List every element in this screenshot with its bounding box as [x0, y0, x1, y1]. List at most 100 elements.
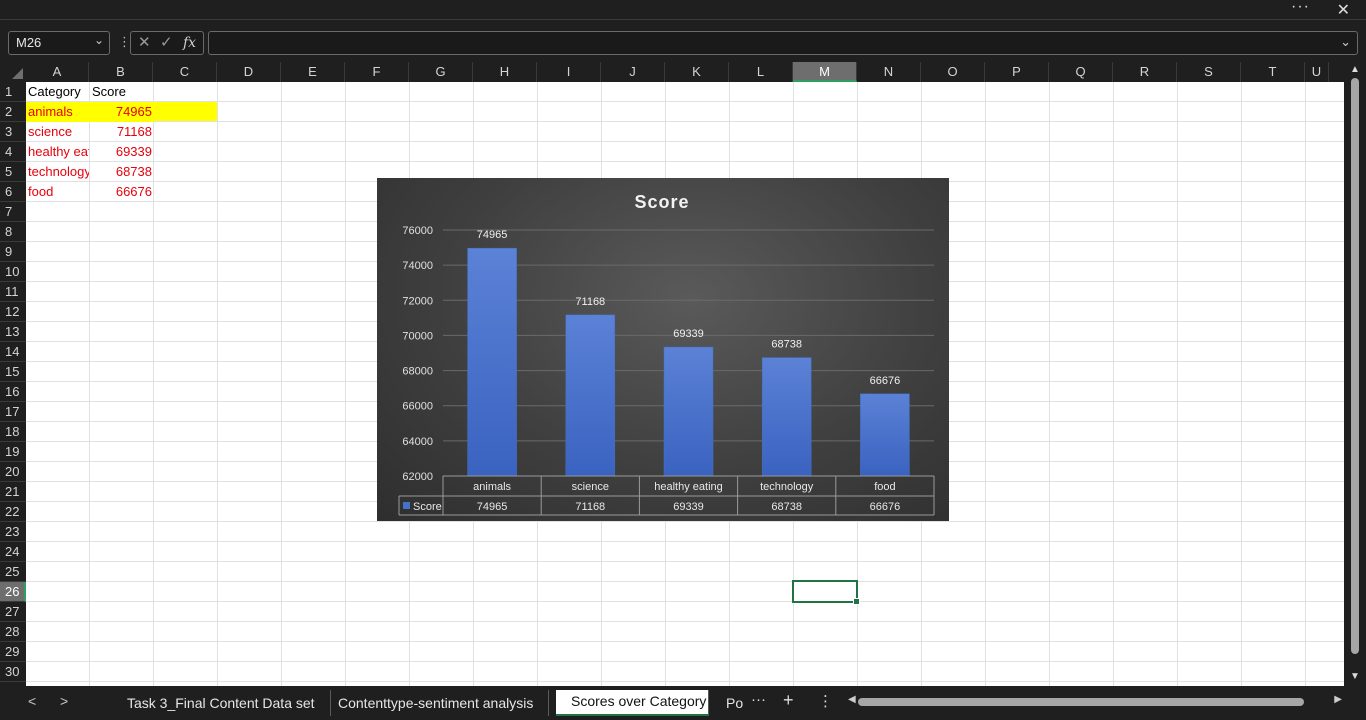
x-category-label: healthy eating: [654, 481, 723, 493]
cell-b3[interactable]: 71168: [116, 124, 152, 139]
column-header-e[interactable]: E: [281, 62, 345, 82]
row-header-1[interactable]: 1: [0, 82, 26, 102]
column-header-a[interactable]: A: [26, 62, 89, 82]
row-header-7[interactable]: 7: [0, 202, 26, 222]
tab-po[interactable]: Po: [726, 695, 744, 711]
row-header-10[interactable]: 10: [0, 262, 26, 282]
column-header-j[interactable]: J: [601, 62, 665, 82]
chevron-down-icon[interactable]: ⌄: [93, 33, 104, 47]
column-header-h[interactable]: H: [473, 62, 537, 82]
column-header-u[interactable]: U: [1305, 62, 1329, 82]
check-icon[interactable]: ✓: [160, 34, 173, 51]
row-header-8[interactable]: 8: [0, 222, 26, 242]
column-header-c[interactable]: C: [153, 62, 217, 82]
row-header-30[interactable]: 30: [0, 662, 26, 682]
column-header-d[interactable]: D: [217, 62, 281, 82]
cell-a4[interactable]: healthy eating: [28, 144, 89, 159]
row-header-15[interactable]: 15: [0, 362, 26, 382]
column-header-o[interactable]: O: [921, 62, 985, 82]
scroll-right-icon[interactable]: ▶: [1334, 694, 1342, 705]
cell-b4[interactable]: 69339: [115, 144, 152, 159]
cell-a6[interactable]: food: [28, 184, 54, 199]
scroll-left-icon[interactable]: ◀: [848, 694, 856, 705]
row-header-2[interactable]: 2: [0, 102, 26, 122]
row-header-23[interactable]: 23: [0, 522, 26, 542]
close-icon[interactable]: ✕: [1336, 2, 1350, 19]
insert-function-icon[interactable]: fx: [183, 35, 197, 51]
scroll-down-icon[interactable]: ▼: [1350, 671, 1360, 682]
horizontal-scroll-thumb[interactable]: [858, 698, 1304, 706]
column-header-l[interactable]: L: [729, 62, 793, 82]
cell-c2[interactable]: [154, 102, 217, 121]
vertical-scrollbar[interactable]: ▲ ▼: [1344, 62, 1366, 686]
data-label: 66676: [870, 375, 901, 387]
column-header-m[interactable]: M: [793, 62, 857, 82]
row-header-13[interactable]: 13: [0, 322, 26, 342]
row-header-24[interactable]: 24: [0, 542, 26, 562]
more-options-icon[interactable]: ···: [1291, 0, 1310, 15]
row-header-18[interactable]: 18: [0, 422, 26, 442]
cell-a1[interactable]: Category: [28, 84, 81, 99]
tab-task3-final-content[interactable]: Task 3_Final Content Data set: [112, 690, 331, 716]
cell-b2[interactable]: 74965: [90, 102, 154, 122]
vertical-scroll-thumb[interactable]: [1351, 78, 1359, 654]
more-sheets-icon[interactable]: ···: [751, 691, 766, 708]
row-header-20[interactable]: 20: [0, 462, 26, 482]
row-header-22[interactable]: 22: [0, 502, 26, 522]
column-header-n[interactable]: N: [857, 62, 921, 82]
selected-cell-m26[interactable]: [792, 580, 860, 605]
row-header-27[interactable]: 27: [0, 602, 26, 622]
column-header-s[interactable]: S: [1177, 62, 1241, 82]
x-category-label: animals: [473, 481, 511, 493]
sheet-options-icon[interactable]: ⋮: [818, 693, 833, 710]
formula-input[interactable]: ⌄: [208, 31, 1358, 55]
row-header-14[interactable]: 14: [0, 342, 26, 362]
name-box[interactable]: M26 ⌄: [8, 31, 110, 55]
cell-a2[interactable]: animals: [26, 102, 90, 122]
row-header-26[interactable]: 26: [0, 582, 26, 602]
cell-b1[interactable]: Score: [92, 84, 126, 99]
score-chart[interactable]: Score 62000 64000 66000 68000 70000 72000 74000…: [377, 178, 949, 521]
column-header-r[interactable]: R: [1113, 62, 1177, 82]
row-header-9[interactable]: 9: [0, 242, 26, 262]
column-header-f[interactable]: F: [345, 62, 409, 82]
table-value: 68738: [771, 501, 802, 513]
column-header-i[interactable]: I: [537, 62, 601, 82]
add-sheet-icon[interactable]: +: [783, 690, 794, 710]
row-header-28[interactable]: 28: [0, 622, 26, 642]
row-header-21[interactable]: 21: [0, 482, 26, 502]
row-header-17[interactable]: 17: [0, 402, 26, 422]
row-header-25[interactable]: 25: [0, 562, 26, 582]
cell-b6[interactable]: 66676: [115, 184, 152, 199]
column-header-b[interactable]: B: [89, 62, 153, 82]
cell-a3[interactable]: science: [28, 124, 73, 139]
scroll-up-icon[interactable]: ▲: [1350, 64, 1360, 75]
row-header-16[interactable]: 16: [0, 382, 26, 402]
cell-a5[interactable]: technology: [28, 164, 89, 179]
chart-canvas: Score 62000 64000 66000 68000 70000 72000 74000…: [398, 192, 935, 516]
row-header-6[interactable]: 6: [0, 182, 26, 202]
vertical-dots-icon[interactable]: ⋮: [118, 34, 131, 49]
column-header-q[interactable]: Q: [1049, 62, 1113, 82]
previous-sheet-icon[interactable]: <: [28, 693, 37, 709]
column-header-t[interactable]: T: [1241, 62, 1305, 82]
tab-contenttype-sentiment[interactable]: Contenttype-sentiment analysis: [323, 690, 550, 716]
row-header-19[interactable]: 19: [0, 442, 26, 462]
row-header-29[interactable]: 29: [0, 642, 26, 662]
legend-series-name: Score: [413, 501, 442, 513]
cell-b5[interactable]: 68738: [115, 164, 152, 179]
column-header-k[interactable]: K: [665, 62, 729, 82]
row-header-4[interactable]: 4: [0, 142, 26, 162]
next-sheet-icon[interactable]: >: [60, 693, 69, 709]
expand-formula-bar-icon[interactable]: ⌄: [1340, 34, 1351, 49]
select-all-button[interactable]: [0, 62, 26, 82]
row-header-12[interactable]: 12: [0, 302, 26, 322]
column-header-g[interactable]: G: [409, 62, 473, 82]
row-header-3[interactable]: 3: [0, 122, 26, 142]
column-header-p[interactable]: P: [985, 62, 1049, 82]
row-header-11[interactable]: 11: [0, 282, 26, 302]
cancel-icon[interactable]: ✕: [138, 34, 151, 51]
tab-scores-over-category[interactable]: Scores over Category: [556, 690, 709, 716]
row-header-5[interactable]: 5: [0, 162, 26, 182]
horizontal-scrollbar[interactable]: ◀ ▶: [848, 694, 1342, 711]
